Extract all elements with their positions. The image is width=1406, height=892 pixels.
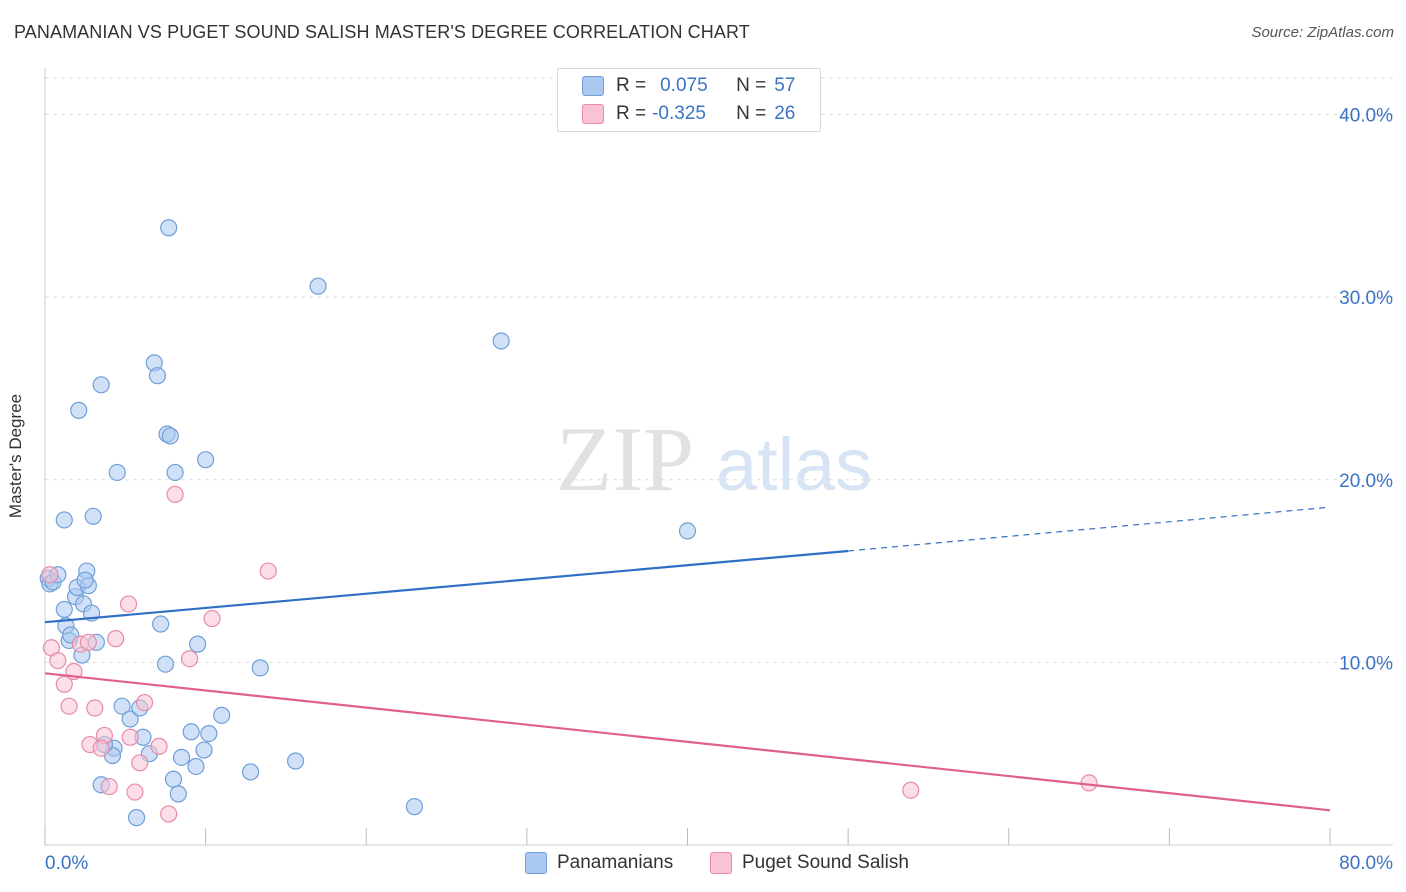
y-tick-label: 20.0% [1339, 471, 1393, 492]
panamanian-point [156, 655, 175, 673]
n-label: N = [736, 75, 767, 96]
watermark: ZIP atlas [556, 408, 872, 510]
salish-point [902, 781, 920, 799]
legend-label: Puget Sound Salish [742, 852, 909, 873]
salish-swatch [582, 104, 604, 124]
stats-legend: R = 0.075 N = 57 R = -0.325 N = 26 [557, 68, 821, 132]
panamanian-point [172, 748, 191, 766]
data-points [39, 219, 1098, 827]
panamanian-point [160, 219, 178, 237]
legend-item-panamanians[interactable]: Panamanians [525, 852, 673, 874]
salish-point [180, 650, 199, 668]
salish-point [166, 485, 184, 503]
watermark-atlas: atlas [716, 423, 872, 506]
panamanian-point [121, 710, 139, 728]
watermark-zip: ZIP [556, 408, 694, 510]
salish-point [160, 805, 178, 823]
r-value: 0.075 [660, 75, 708, 96]
panamanian-point [92, 376, 110, 394]
salish-point [126, 783, 144, 801]
salish-swatch [710, 852, 732, 874]
panamanians-swatch [525, 852, 547, 874]
source-label: Source: ZipAtlas.com [1251, 24, 1394, 41]
trend-lines [44, 506, 1331, 812]
salish-point [203, 609, 221, 628]
x-tick-label: 0.0% [45, 853, 88, 874]
salish-point [1080, 774, 1098, 792]
y-tick-label: 40.0% [1339, 106, 1393, 127]
panamanian-point [169, 785, 187, 803]
panamanian-point [213, 706, 231, 724]
panamanian-point [187, 757, 205, 776]
salish-point [107, 630, 125, 648]
salish-point [41, 566, 59, 584]
panamanian-point [251, 659, 269, 677]
axes [44, 68, 1393, 846]
salish-point [60, 697, 78, 715]
panamanian-point [164, 770, 183, 788]
panamanian-point [166, 463, 184, 482]
r-label: R = [616, 75, 647, 96]
chart-title: PANAMANIAN VS PUGET SOUND SALISH MASTER'… [14, 22, 750, 42]
salish-point [86, 699, 104, 717]
panamanian-point [286, 752, 305, 770]
salish-point [259, 562, 277, 580]
salish-point [79, 633, 97, 651]
salish-point [119, 595, 138, 613]
panamanian-point [182, 723, 200, 741]
panamanian-point [55, 511, 73, 529]
n-value: 26 [774, 103, 796, 124]
panamanian-point [76, 571, 94, 589]
panamanian-point [188, 635, 207, 653]
panamanian-point [108, 463, 126, 482]
salish-trend-line [44, 672, 1331, 812]
panamanian-point [197, 451, 215, 469]
panamanian-point [405, 798, 424, 816]
panamanian-point [492, 332, 510, 350]
panamanians-trend-line [44, 549, 849, 624]
panamanian-point [55, 600, 73, 619]
salish-point [121, 728, 139, 746]
y-axis-label: Master's Degree [6, 393, 25, 519]
n-value: 57 [774, 75, 796, 96]
panamanian-point [113, 697, 131, 715]
stats-row-panamanians: R = 0.075 N = 57 [582, 74, 795, 98]
salish-point [49, 651, 67, 670]
panamanian-point [84, 507, 102, 525]
panamanian-point [161, 427, 179, 445]
panamanian-point [309, 277, 327, 295]
panamanian-point [200, 725, 218, 743]
panamanian-point [678, 522, 697, 540]
panamanian-point [70, 401, 88, 419]
y-tick-label: 30.0% [1339, 288, 1393, 309]
salish-point [92, 739, 110, 757]
y-tick-label: 10.0% [1339, 653, 1393, 674]
panamanian-point [127, 809, 146, 827]
series-legend: Panamanians Puget Sound Salish [0, 852, 1406, 878]
salish-point [100, 777, 118, 796]
panamanians-trend-extension [848, 506, 1331, 552]
legend-item-salish[interactable]: Puget Sound Salish [710, 852, 909, 874]
salish-point [150, 737, 168, 755]
stats-row-salish: R = -0.325 N = 26 [582, 102, 795, 126]
x-tick-label: 80.0% [1339, 853, 1393, 874]
r-value: -0.325 [652, 103, 706, 124]
panamanian-point [152, 615, 170, 633]
r-label: R = [616, 103, 647, 124]
panamanian-point [148, 367, 167, 385]
tick-labels: 10.0% 20.0% 30.0% 40.0% 0.0% 80.0% [45, 106, 1393, 874]
grid-lines [45, 77, 1393, 663]
panamanian-point [242, 763, 260, 781]
n-label: N = [736, 103, 767, 124]
salish-point [135, 693, 154, 712]
panamanian-point [195, 741, 213, 759]
salish-point [131, 754, 149, 772]
legend-label: Panamanians [557, 852, 674, 873]
panamanians-swatch [582, 76, 604, 96]
